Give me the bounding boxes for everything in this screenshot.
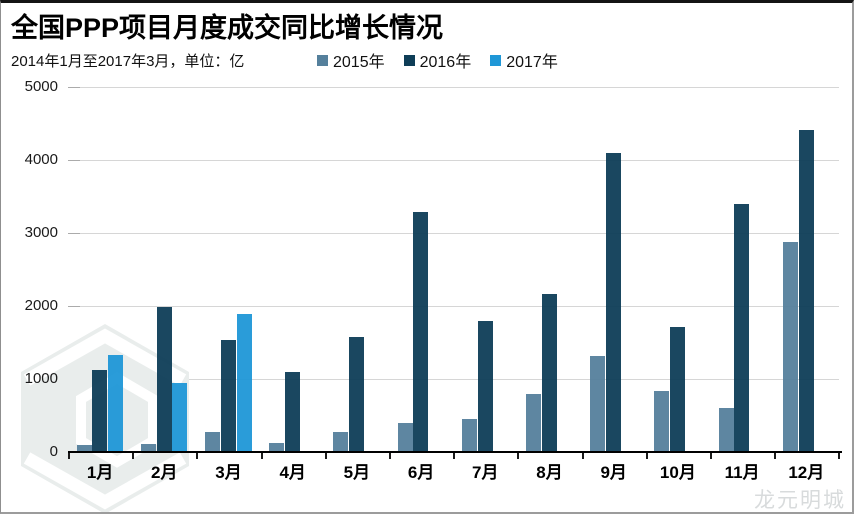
bar-2015年-1月 bbox=[76, 445, 92, 452]
bar-2017年-2月 bbox=[172, 382, 188, 452]
gridline-3000 bbox=[68, 233, 839, 234]
x-axis-label-11月: 11月 bbox=[724, 463, 760, 482]
bar-2015年-9月 bbox=[590, 356, 606, 452]
x-axis-label-10月: 10月 bbox=[659, 463, 696, 482]
x-axis-label-8月: 8月 bbox=[536, 463, 563, 482]
x-axis-tick bbox=[132, 453, 135, 459]
x-axis-tick bbox=[517, 453, 520, 459]
x-axis-label-9月: 9月 bbox=[600, 463, 627, 482]
y-axis-label-5000: 5000 bbox=[24, 78, 58, 95]
legend-label: 2017年 bbox=[506, 54, 558, 71]
bar-2015年-4月 bbox=[269, 442, 285, 452]
x-axis-tick bbox=[260, 453, 263, 459]
x-axis-label-7月: 7月 bbox=[472, 463, 499, 482]
bar-2015年-10月 bbox=[654, 391, 670, 452]
legend: 2015年 2016年 2017年 bbox=[317, 48, 558, 72]
bar-2016年-4月 bbox=[285, 372, 300, 452]
chart-subtitle: 2014年1月至2017年3月，单位：亿 bbox=[11, 53, 245, 70]
bar-2016年-1月 bbox=[92, 370, 108, 452]
bar-2015年-8月 bbox=[526, 394, 541, 452]
legend-item-2017年: 2017年 bbox=[490, 48, 558, 72]
gridline-stub-3000 bbox=[68, 233, 80, 234]
legend-swatch-icon bbox=[490, 54, 502, 66]
bar-2015年-6月 bbox=[397, 422, 413, 452]
x-axis-tick bbox=[581, 453, 584, 459]
bar-2015年-11月 bbox=[718, 408, 734, 452]
bar-2016年-2月 bbox=[156, 307, 172, 452]
y-axis-label-3000: 3000 bbox=[24, 224, 58, 241]
bar-2016年-7月 bbox=[477, 321, 493, 452]
gridline-stub-4000 bbox=[68, 160, 80, 161]
y-axis-label-0: 0 bbox=[49, 443, 58, 460]
legend-swatch-icon bbox=[317, 54, 328, 66]
bar-2015年-5月 bbox=[333, 431, 349, 452]
legend-item-2016年: 2016年 bbox=[403, 48, 472, 72]
x-axis-label-3月: 3月 bbox=[215, 463, 242, 482]
y-axis-label-4000: 4000 bbox=[24, 151, 58, 168]
bar-2016年-8月 bbox=[541, 293, 557, 452]
bar-2016年-9月 bbox=[606, 153, 621, 452]
bar-2017年-3月 bbox=[236, 314, 252, 452]
watermark-text: 龙元明城 bbox=[754, 489, 846, 512]
bar-2017年-1月 bbox=[108, 354, 124, 452]
x-axis-line bbox=[68, 450, 842, 453]
bar-2016年-12月 bbox=[798, 130, 814, 452]
x-axis-tick bbox=[324, 453, 327, 459]
x-axis-tick bbox=[645, 453, 648, 459]
x-axis-tick bbox=[453, 453, 456, 459]
bar-2016年-6月 bbox=[413, 211, 429, 452]
x-axis-label-1月: 1月 bbox=[86, 463, 114, 482]
x-axis-label-6月: 6月 bbox=[407, 463, 435, 482]
gridline-4000 bbox=[68, 160, 839, 161]
x-axis-label-5月: 5月 bbox=[343, 463, 371, 482]
legend-label: 2016年 bbox=[419, 54, 472, 71]
x-axis-tick bbox=[389, 453, 391, 459]
bar-2015年-12月 bbox=[782, 242, 798, 452]
legend-swatch-icon bbox=[403, 54, 415, 66]
gridline-1000 bbox=[68, 379, 839, 380]
x-axis-tick bbox=[774, 453, 777, 459]
bar-2015年-2月 bbox=[140, 443, 156, 452]
x-axis-tick bbox=[710, 453, 712, 459]
x-axis-label-2月: 2月 bbox=[151, 463, 178, 482]
bar-2016年-11月 bbox=[734, 203, 750, 452]
y-axis-label-1000: 1000 bbox=[24, 370, 58, 387]
gridline-stub-2000 bbox=[68, 306, 80, 307]
bar-2016年-5月 bbox=[349, 337, 365, 452]
x-axis-tick bbox=[838, 453, 841, 459]
legend-item-2015年: 2015年 bbox=[317, 48, 385, 72]
bar-2016年-10月 bbox=[670, 327, 686, 452]
x-axis-tick bbox=[68, 453, 70, 459]
gridline-2000 bbox=[68, 306, 839, 307]
x-axis-label-4月: 4月 bbox=[279, 463, 306, 482]
x-axis-tick bbox=[196, 453, 199, 459]
gridline-stub-5000 bbox=[68, 87, 80, 88]
bar-2016年-3月 bbox=[220, 339, 236, 452]
y-axis-label-2000: 2000 bbox=[24, 297, 58, 314]
legend-label: 2015年 bbox=[333, 54, 385, 71]
bar-2015年-7月 bbox=[461, 419, 477, 452]
gridline-5000 bbox=[68, 87, 839, 88]
chart-title: 全国PPP项目月度成交同比增长情况 bbox=[11, 13, 444, 43]
x-axis-label-12月: 12月 bbox=[788, 463, 825, 482]
bar-2015年-3月 bbox=[205, 431, 220, 452]
